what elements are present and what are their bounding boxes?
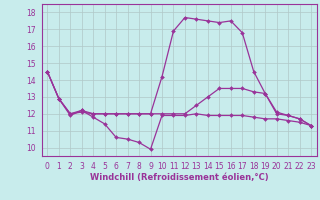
X-axis label: Windchill (Refroidissement éolien,°C): Windchill (Refroidissement éolien,°C) bbox=[90, 173, 268, 182]
